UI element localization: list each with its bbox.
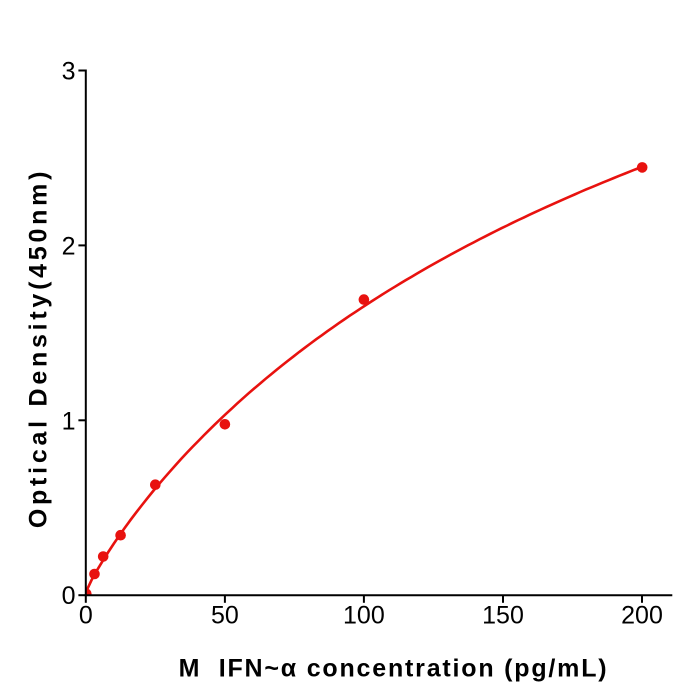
svg-text:Optical Density(450nm): Optical Density(450nm) <box>25 168 53 528</box>
svg-text:200: 200 <box>621 602 663 630</box>
svg-text:50: 50 <box>211 602 239 630</box>
svg-text:1: 1 <box>62 407 76 435</box>
svg-text:3: 3 <box>62 58 76 86</box>
svg-text:M IFN~α concentration (pg/mL): M IFN~α concentration (pg/mL) <box>179 655 609 683</box>
svg-text:0: 0 <box>62 582 76 610</box>
svg-text:100: 100 <box>343 602 385 630</box>
svg-text:2: 2 <box>62 232 76 260</box>
svg-text:150: 150 <box>482 602 524 630</box>
svg-text:0: 0 <box>79 602 93 630</box>
